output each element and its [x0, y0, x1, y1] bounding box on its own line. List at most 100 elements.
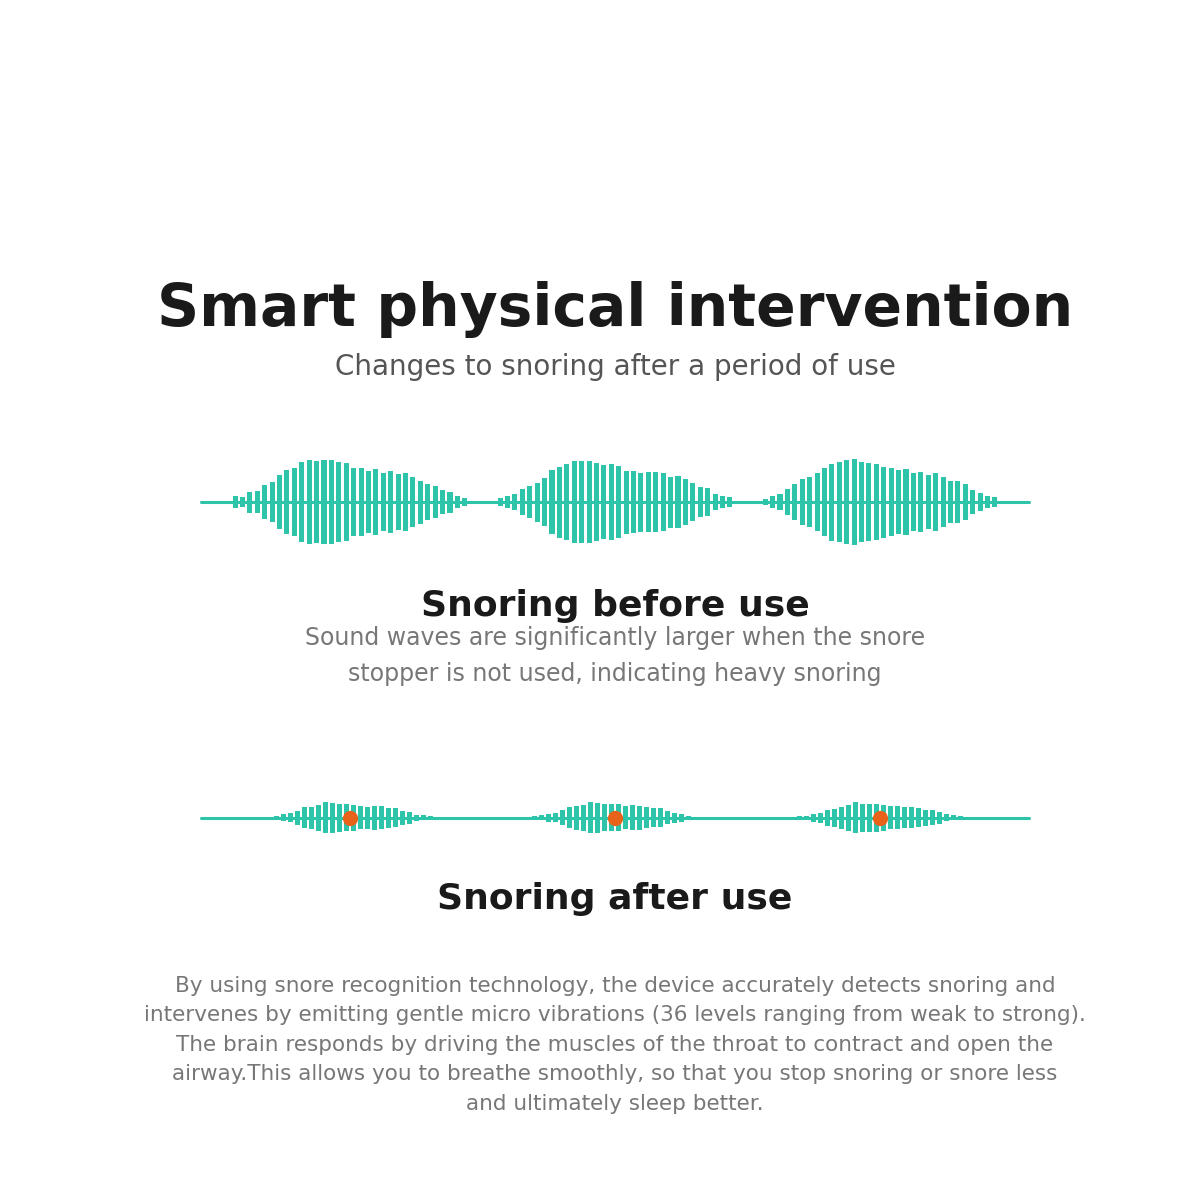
Bar [836, 502, 842, 541]
Bar [665, 811, 670, 817]
Bar [727, 497, 732, 502]
Bar [421, 815, 426, 817]
Bar [860, 817, 865, 832]
Bar [277, 502, 282, 529]
Bar [904, 502, 908, 535]
Bar [690, 484, 695, 502]
Bar [679, 814, 684, 817]
Bar [948, 481, 953, 502]
Bar [323, 803, 328, 817]
Bar [380, 502, 386, 532]
Bar [400, 817, 404, 824]
Bar [770, 502, 775, 509]
Bar [316, 817, 322, 830]
Bar [512, 502, 517, 510]
Bar [653, 472, 659, 502]
Bar [630, 817, 635, 830]
Bar [379, 817, 384, 829]
Bar [366, 472, 371, 502]
Bar [844, 460, 850, 502]
Bar [992, 497, 997, 502]
Bar [826, 810, 830, 817]
Bar [836, 462, 842, 502]
Bar [859, 502, 864, 542]
Bar [918, 472, 923, 502]
Text: Smart physical intervention: Smart physical intervention [157, 281, 1073, 338]
Bar [372, 805, 377, 817]
Bar [785, 502, 790, 515]
Bar [661, 502, 666, 530]
Bar [396, 502, 401, 529]
Bar [400, 811, 404, 817]
Bar [992, 502, 997, 506]
Bar [527, 486, 533, 502]
Bar [970, 491, 976, 502]
Bar [683, 502, 688, 524]
Bar [388, 472, 394, 502]
Bar [425, 484, 431, 502]
Bar [307, 502, 312, 544]
Bar [888, 806, 893, 817]
Bar [595, 817, 600, 833]
Bar [904, 469, 908, 502]
Bar [895, 806, 900, 817]
Bar [925, 475, 931, 502]
Bar [650, 809, 656, 817]
Bar [829, 502, 834, 540]
Bar [778, 494, 782, 502]
Bar [560, 817, 565, 826]
Bar [602, 804, 607, 817]
Bar [978, 502, 983, 511]
Bar [833, 817, 838, 827]
Bar [668, 502, 673, 528]
Bar [934, 473, 938, 502]
Bar [440, 502, 445, 514]
Bar [310, 806, 314, 817]
Bar [564, 464, 569, 502]
Bar [425, 502, 431, 521]
Bar [608, 463, 614, 502]
Bar [616, 817, 620, 832]
Text: Snoring before use: Snoring before use [421, 589, 809, 623]
Bar [366, 502, 371, 533]
Bar [329, 502, 334, 544]
Bar [896, 502, 901, 534]
Bar [307, 461, 312, 502]
Bar [918, 502, 923, 532]
Bar [512, 494, 517, 502]
Bar [916, 817, 920, 828]
Bar [829, 463, 834, 502]
Bar [580, 461, 584, 502]
Bar [653, 502, 659, 532]
Text: Changes to snoring after a period of use: Changes to snoring after a period of use [335, 353, 895, 382]
Text: By using snore recognition technology, the device accurately detects snoring and: By using snore recognition technology, t… [144, 976, 1086, 1114]
Bar [535, 482, 540, 502]
Bar [330, 817, 335, 833]
Bar [685, 817, 691, 820]
Bar [455, 502, 460, 508]
Bar [610, 817, 614, 832]
Bar [958, 817, 962, 820]
Bar [941, 502, 946, 527]
Bar [770, 496, 775, 502]
Bar [240, 497, 245, 502]
Bar [646, 502, 650, 533]
Bar [661, 473, 666, 502]
Bar [713, 502, 718, 510]
Bar [254, 502, 260, 514]
Bar [365, 817, 370, 829]
Bar [822, 502, 827, 536]
Bar [352, 468, 356, 502]
Bar [646, 472, 650, 502]
Bar [288, 817, 293, 822]
Bar [396, 474, 401, 502]
Bar [859, 462, 864, 502]
Bar [358, 817, 362, 829]
Bar [624, 502, 629, 534]
Bar [601, 464, 606, 502]
Bar [624, 470, 629, 502]
Bar [815, 502, 820, 532]
Bar [448, 502, 452, 512]
Bar [344, 817, 349, 832]
Bar [804, 817, 809, 820]
